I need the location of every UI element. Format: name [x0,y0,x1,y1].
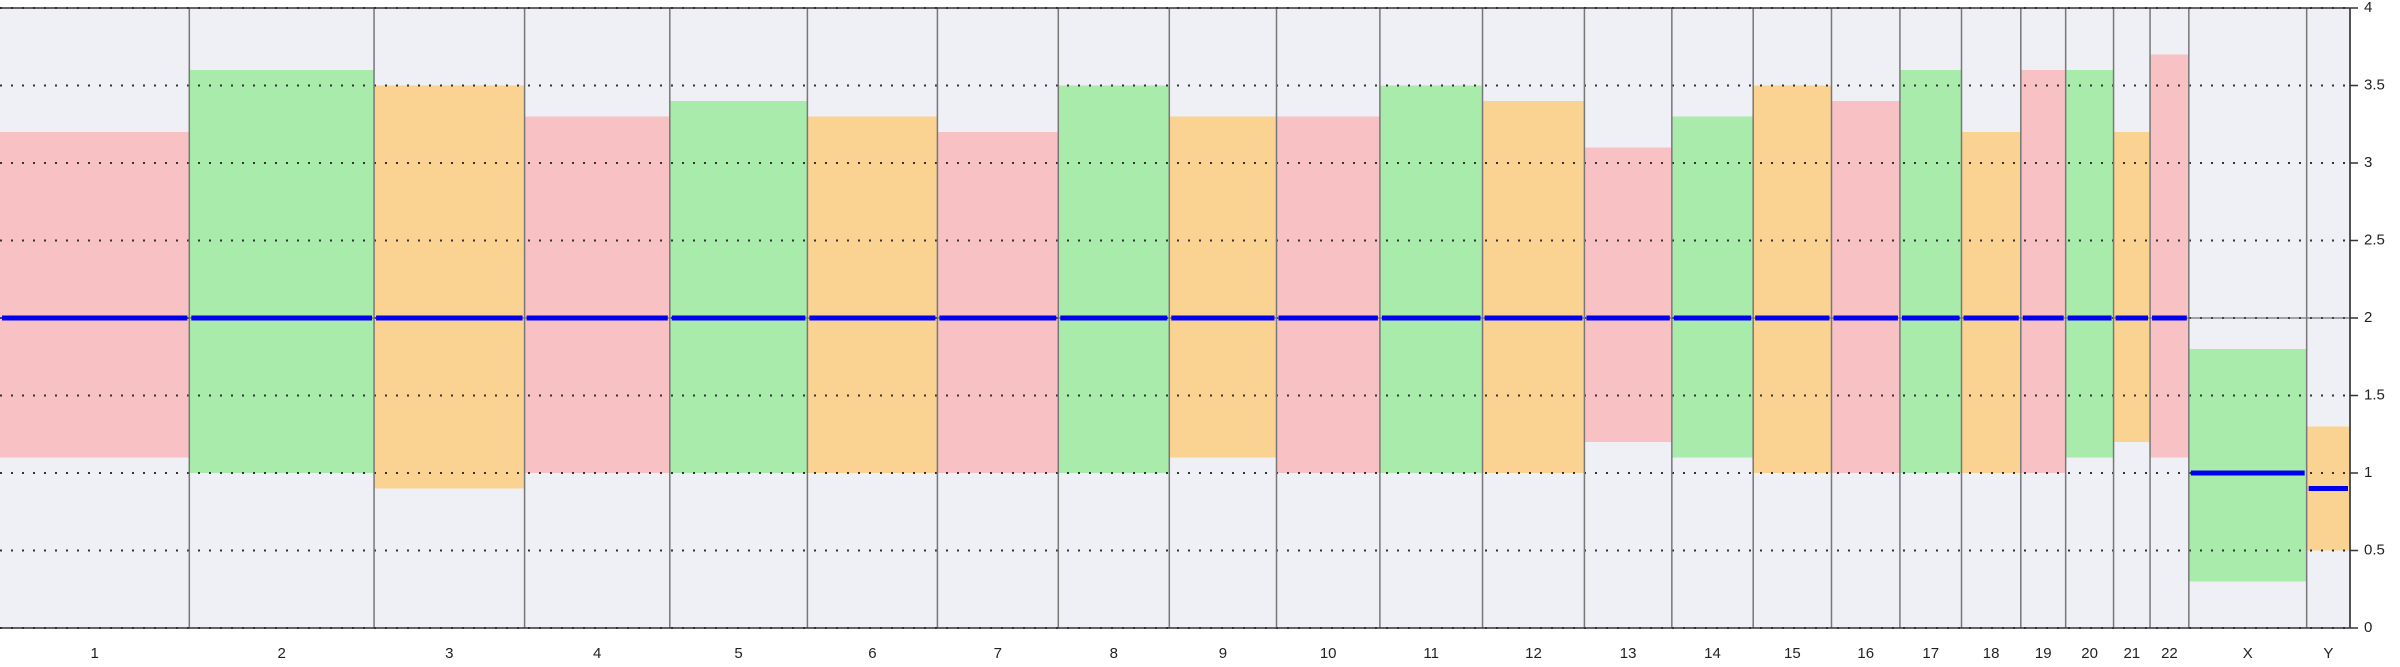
copy-number-cloud [2150,54,2189,458]
x-tick-label: 8 [1110,645,1118,662]
y-tick-label: 3.5 [2364,76,2385,93]
copy-number-cloud [937,132,1059,473]
y-tick-label: 0 [2364,619,2372,636]
y-tick-label: 2.5 [2364,231,2385,248]
x-tick-label: 18 [1983,645,2000,662]
copy-number-cloud [2065,70,2114,458]
copy-number-cloud [2113,132,2151,442]
copy-number-cloud [524,116,670,473]
x-tick-label: 15 [1784,645,1801,662]
x-tick-label: 3 [445,645,453,662]
y-tick-label: 4 [2364,0,2372,16]
x-tick-label: 2 [278,645,286,662]
x-tick-label: X [2243,645,2253,662]
x-tick-label: 5 [734,645,742,662]
x-tick-label: 14 [1704,645,1721,662]
x-tick-label: 7 [994,645,1002,662]
copy-number-cloud [1961,132,2021,473]
x-tick-label: Y [2323,645,2333,662]
copy-number-cloud [1058,85,1170,473]
copy-number-cloud [1899,70,1962,473]
x-tick-label: 22 [2161,645,2178,662]
x-tick-label: 19 [2035,645,2052,662]
x-tick-label: 9 [1219,645,1227,662]
copy-number-cloud [1276,116,1380,473]
copy-number-cloud [1671,116,1754,458]
copy-number-cloud [1169,116,1277,458]
copy-number-cloud [189,70,375,473]
copy-number-cloud [1584,147,1672,442]
y-tick-label: 3 [2364,154,2372,171]
x-tick-label: 6 [868,645,876,662]
x-tick-label: 21 [2123,645,2140,662]
copy-number-cloud [374,85,525,489]
x-tick-label: 20 [2081,645,2098,662]
copy-number-cloud [2188,349,2307,582]
copy-number-cloud [1831,101,1900,473]
x-tick-label: 17 [1922,645,1939,662]
x-tick-label: 10 [1320,645,1337,662]
x-tick-label: 1 [90,645,98,662]
copy-number-cloud [1379,85,1483,473]
y-tick-label: 1.5 [2364,386,2385,403]
y-tick-label: 2 [2364,309,2372,326]
copy-number-cloud [1482,101,1585,473]
x-tick-label: 16 [1857,645,1874,662]
y-tick-label: 0.5 [2364,541,2385,558]
x-tick-label: 4 [593,645,601,662]
copy-number-cloud [669,101,808,473]
copy-number-cloud [2020,70,2066,473]
x-tick-label: 12 [1525,645,1542,662]
x-tick-label: 11 [1423,645,1439,662]
copy-number-cloud [1753,85,1832,473]
copy-number-cloud [0,132,190,458]
copy-number-cloud [807,116,938,473]
x-tick-label: 13 [1620,645,1637,662]
y-tick-label: 1 [2364,464,2372,481]
